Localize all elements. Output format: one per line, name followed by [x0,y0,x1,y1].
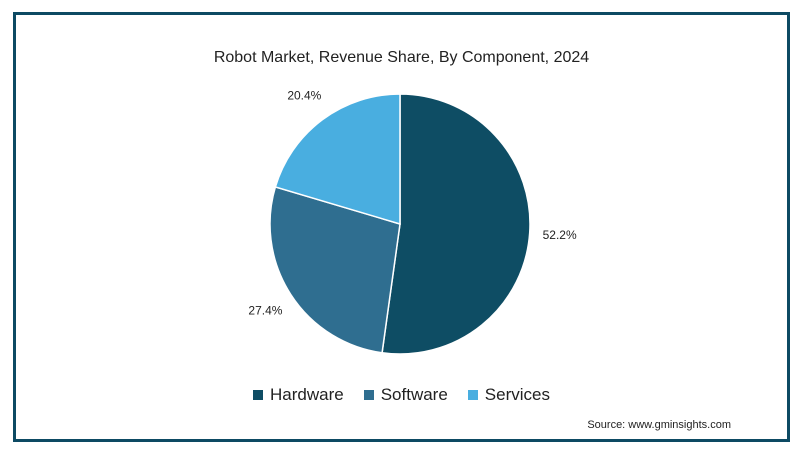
pie-slice-hardware [381,93,531,355]
pie-label-software: 27.4% [248,304,282,318]
legend-item-software: Software [363,385,448,405]
pie-label-hardware: 52.2% [543,228,577,242]
legend-label-software: Software [380,385,448,404]
legend-label-hardware: Hardware [270,385,344,404]
source-note: Source: www.gminsights.com [587,419,731,431]
pie-label-services: 20.4% [287,89,321,103]
legend-swatch-software [363,390,374,400]
legend-swatch-hardware [253,390,263,400]
legend-swatch-services [467,390,478,400]
legend-label-services: Services [484,385,550,404]
pie-slice-software [269,186,401,354]
pie-slice-services [274,93,401,226]
chart-frame: Robot Market, Revenue Share, By Componen… [13,12,790,442]
legend-item-hardware: Hardware [253,385,344,405]
legend-item-services: Services [467,385,550,405]
legend: Hardware Software Services [16,385,787,405]
chart-title: Robot Market, Revenue Share, By Componen… [213,49,590,66]
pie-chart: 52.2% 27.4% 20.4% [248,89,577,355]
